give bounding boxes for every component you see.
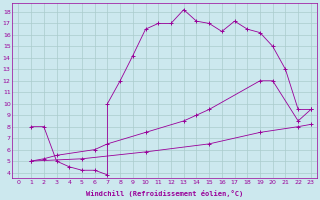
X-axis label: Windchill (Refroidissement éolien,°C): Windchill (Refroidissement éolien,°C) bbox=[86, 190, 243, 197]
